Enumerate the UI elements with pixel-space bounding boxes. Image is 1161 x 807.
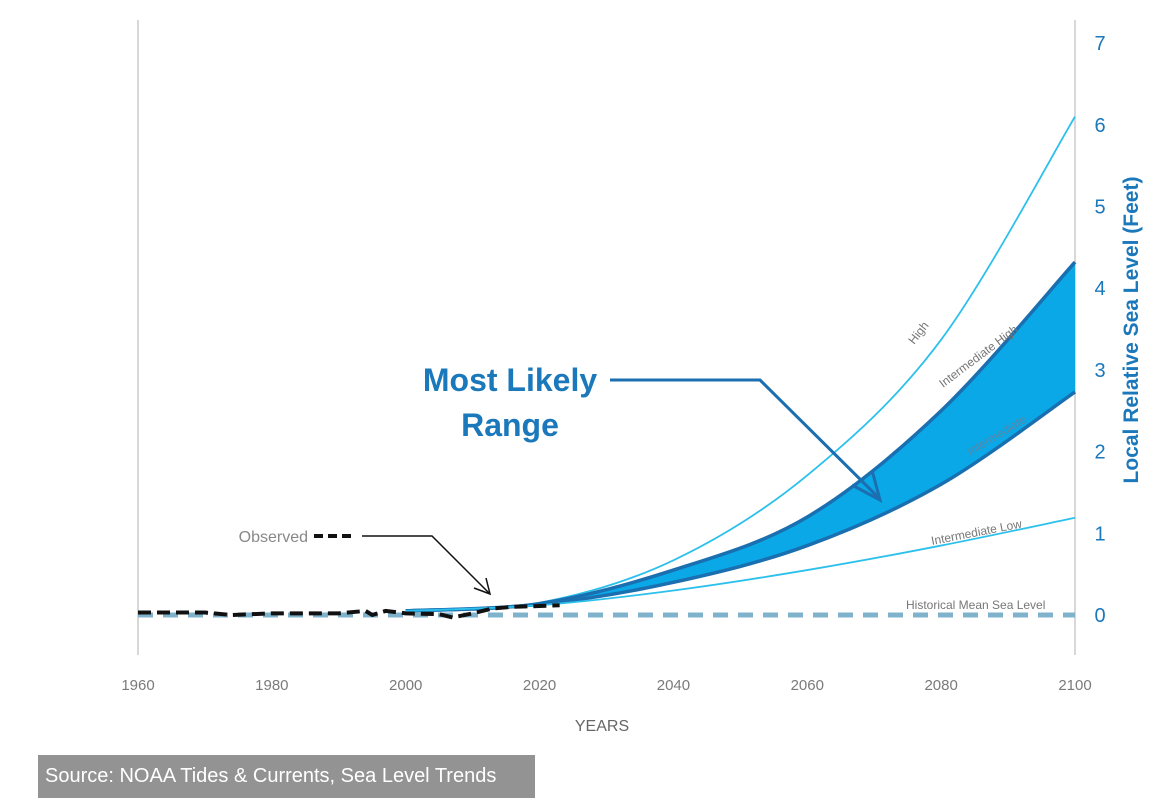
x-tick-label: 2100 [1058, 677, 1091, 694]
annotation-observed: Observed [239, 529, 308, 546]
label-intermediate-low: Intermediate Low [930, 517, 1023, 548]
y-tick-label: 7 [1094, 33, 1105, 55]
observed-arrowhead [473, 577, 492, 596]
x-tick-label: 2040 [657, 677, 690, 694]
y-tick-label: 5 [1094, 197, 1105, 219]
x-tick-label: 2000 [389, 677, 422, 694]
most-likely-arrow [610, 378, 880, 499]
annotation-most-likely: Most Likely [423, 362, 597, 398]
x-tick-label: 2080 [924, 677, 957, 694]
most-likely-arrowhead [851, 469, 883, 503]
x-axis-title: YEARS [575, 718, 629, 735]
x-tick-label: 2020 [523, 677, 556, 694]
y-tick-label: 4 [1094, 278, 1105, 300]
x-tick-label: 1980 [255, 677, 288, 694]
y-axis-title: Local Relative Sea Level (Feet) [1120, 177, 1143, 484]
label-historical-mean: Historical Mean Sea Level [906, 598, 1045, 612]
band-most-likely-range [405, 262, 1075, 611]
y-tick-label: 3 [1094, 360, 1105, 382]
y-tick-label: 2 [1094, 442, 1105, 464]
observed-arrow [362, 535, 491, 595]
x-tick-label: 1960 [121, 677, 154, 694]
source-caption: Source: NOAA Tides & Currents, Sea Level… [38, 755, 535, 798]
x-tick-label: 2060 [791, 677, 824, 694]
annotation-range: Range [461, 407, 559, 443]
y-tick-label: 0 [1094, 605, 1105, 627]
y-tick-label: 1 [1094, 523, 1105, 545]
label-high: High [905, 319, 931, 347]
series-observed [138, 603, 560, 620]
y-tick-label: 6 [1094, 115, 1105, 137]
